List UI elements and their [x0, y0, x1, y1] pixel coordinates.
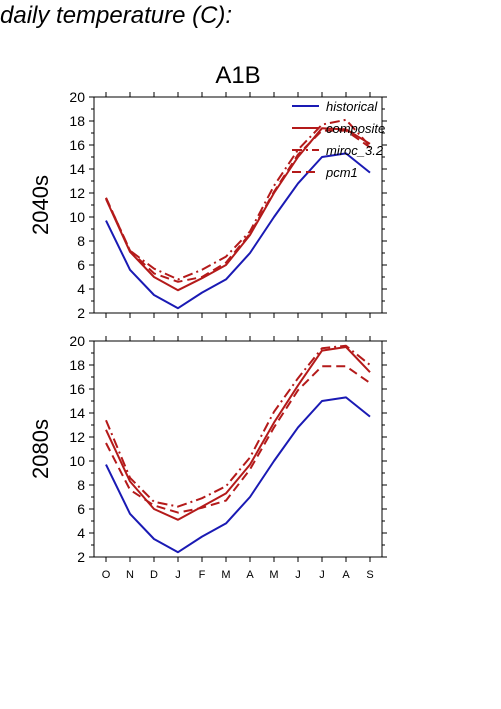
- y-tick-label: 14: [69, 161, 85, 177]
- y-tick-label: 14: [69, 405, 85, 421]
- x-tick-label: N: [126, 569, 134, 581]
- y-tick-label: 16: [69, 137, 85, 153]
- y-tick-label: 10: [69, 453, 85, 469]
- legend-label: miroc_3.2: [326, 143, 384, 158]
- y-tick-label: 20: [69, 89, 85, 105]
- y-axis-label: 2040s: [28, 175, 53, 235]
- series-line-composite: [105, 346, 371, 521]
- y-tick-label: 10: [69, 209, 85, 225]
- series-line-historical: [105, 152, 371, 310]
- x-tick-label: A: [246, 569, 254, 581]
- y-tick-label: 4: [77, 525, 85, 541]
- y-tick-label: 12: [69, 429, 85, 445]
- y-tick-label: 8: [77, 233, 85, 249]
- legend-label: pcm1: [325, 165, 358, 180]
- x-tick-label: J: [295, 569, 301, 581]
- panel-2080s: 2 4 6 8 10 12 14 16 18 20 O N D J F M A M J J A S 2080s: [28, 333, 387, 581]
- x-tick-label: M: [269, 569, 278, 581]
- plot-frame: [93, 340, 383, 558]
- y-tick-label: 2: [77, 305, 85, 321]
- x-tick-label: J: [175, 569, 181, 581]
- y-tick-label: 2: [77, 549, 85, 565]
- series-line-composite: [105, 127, 371, 292]
- x-tick-label: F: [199, 569, 206, 581]
- x-tick-label: O: [102, 569, 111, 581]
- y-tick-label: 12: [69, 185, 85, 201]
- y-tick-label: 20: [69, 333, 85, 349]
- y-tick-label: 18: [69, 113, 85, 129]
- chart-title: A1B: [215, 62, 260, 89]
- panel-2040s: 2 4 6 8 10 12 14 16 18 20 2040s historical composite…: [28, 89, 387, 321]
- y-axis-label: 2080s: [28, 419, 53, 479]
- series-line-pcm1: [105, 129, 371, 283]
- legend-label: historical: [326, 99, 378, 114]
- series-line-miroc-3-2: [105, 118, 371, 281]
- legend-label: composite: [326, 121, 385, 136]
- x-tick-label: M: [221, 569, 230, 581]
- page-heading: daily temperature (C):: [0, 2, 233, 29]
- x-tick-label: J: [319, 569, 325, 581]
- x-tick-label: D: [150, 569, 158, 581]
- series-line-pcm1: [105, 365, 371, 514]
- x-tick-label: A: [342, 569, 350, 581]
- series-line-historical: [105, 396, 371, 554]
- series-line-miroc-3-2: [105, 344, 371, 508]
- y-tick-label: 6: [77, 257, 85, 273]
- y-tick-label: 18: [69, 357, 85, 373]
- y-tick-label: 8: [77, 477, 85, 493]
- y-tick-label: 16: [69, 381, 85, 397]
- y-tick-label: 4: [77, 281, 85, 297]
- y-tick-label: 6: [77, 501, 85, 517]
- x-tick-label: S: [366, 569, 373, 581]
